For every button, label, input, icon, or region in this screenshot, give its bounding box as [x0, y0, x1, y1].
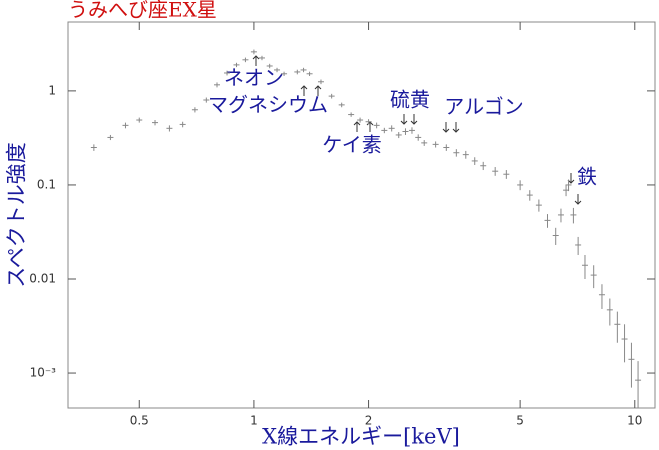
annotation: ケイ素	[322, 133, 382, 157]
annotation: マグネシウム	[208, 93, 328, 117]
x-tick-label: 1	[250, 414, 258, 428]
annotation: 硫黄	[390, 88, 430, 112]
annotation-arrows	[252, 55, 582, 205]
chart-title: うみへび座EX星	[68, 0, 217, 22]
x-tick-label: 10	[627, 414, 642, 428]
x-tick-label: 2	[365, 414, 373, 428]
y-axis-label: スペクトル強度	[5, 142, 29, 288]
annotation: ネオン	[224, 66, 284, 90]
plot-frame	[67, 21, 656, 409]
x-tick-label: 5	[516, 414, 524, 428]
x-tick-label: 0.5	[130, 414, 149, 428]
annotation: 鉄	[577, 165, 597, 189]
y-tick-label: 0.01	[29, 271, 56, 285]
x-axis-label: X線エネルギー[keV]	[262, 425, 460, 449]
y-tick-label: 10⁻³	[30, 366, 57, 380]
annotation: アルゴン	[444, 95, 523, 119]
y-tick-label: 0.1	[37, 177, 56, 191]
y-tick-label: 1	[48, 83, 56, 97]
